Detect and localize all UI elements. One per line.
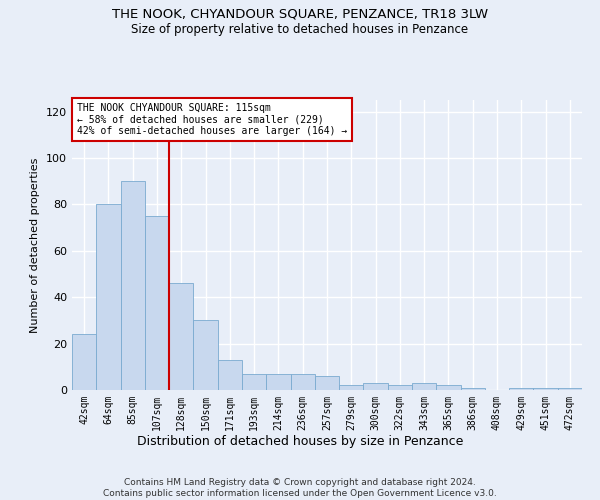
Bar xyxy=(96,204,121,390)
Bar xyxy=(290,374,315,390)
Y-axis label: Number of detached properties: Number of detached properties xyxy=(31,158,40,332)
Bar xyxy=(509,388,533,390)
Text: Distribution of detached houses by size in Penzance: Distribution of detached houses by size … xyxy=(137,435,463,448)
Bar xyxy=(412,383,436,390)
Text: Contains HM Land Registry data © Crown copyright and database right 2024.
Contai: Contains HM Land Registry data © Crown c… xyxy=(103,478,497,498)
Bar xyxy=(242,374,266,390)
Bar xyxy=(193,320,218,390)
Bar xyxy=(364,383,388,390)
Bar xyxy=(436,386,461,390)
Bar xyxy=(266,374,290,390)
Bar xyxy=(315,376,339,390)
Bar xyxy=(339,386,364,390)
Bar xyxy=(558,388,582,390)
Bar xyxy=(218,360,242,390)
Bar xyxy=(145,216,169,390)
Text: THE NOOK CHYANDOUR SQUARE: 115sqm
← 58% of detached houses are smaller (229)
42%: THE NOOK CHYANDOUR SQUARE: 115sqm ← 58% … xyxy=(77,103,347,136)
Text: Size of property relative to detached houses in Penzance: Size of property relative to detached ho… xyxy=(131,22,469,36)
Text: THE NOOK, CHYANDOUR SQUARE, PENZANCE, TR18 3LW: THE NOOK, CHYANDOUR SQUARE, PENZANCE, TR… xyxy=(112,8,488,20)
Bar xyxy=(461,388,485,390)
Bar xyxy=(121,181,145,390)
Bar xyxy=(72,334,96,390)
Bar xyxy=(533,388,558,390)
Bar xyxy=(169,284,193,390)
Bar xyxy=(388,386,412,390)
